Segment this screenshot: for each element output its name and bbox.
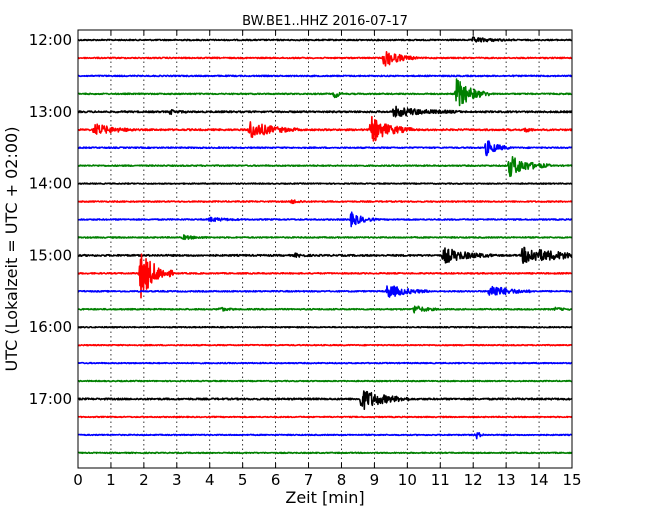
- x-tick-label: 1: [106, 471, 116, 489]
- y-axis: 12:00 13:00 14:00 15:00 16:00 17:00: [29, 31, 572, 408]
- seismic-trace: [77, 361, 573, 365]
- seismic-trace: [77, 211, 573, 228]
- seismic-trace: [77, 105, 573, 118]
- seismic-trace: [77, 451, 573, 455]
- seismic-trace: [77, 234, 573, 241]
- seismic-trace: [77, 432, 573, 440]
- x-tick-label: 9: [370, 471, 380, 489]
- x-tick-label: 14: [530, 471, 549, 489]
- x-axis-label: Zeit [min]: [285, 488, 364, 507]
- x-tick-label: 5: [238, 471, 248, 489]
- seismic-trace: [77, 50, 573, 67]
- x-axis: 0 1 2 3 4 5 6 7 8 9 10 11 12 13 14 15: [73, 30, 582, 489]
- seismic-trace: [77, 379, 573, 383]
- seismic-trace: [77, 74, 573, 78]
- y-tick-label: 13:00: [29, 103, 72, 121]
- chart-title: BW.BE1..HHZ 2016-07-17: [242, 14, 408, 29]
- x-tick-label: 3: [172, 471, 182, 489]
- x-tick-label: 2: [139, 471, 149, 489]
- seismic-trace: [77, 343, 573, 347]
- seismic-trace: [77, 285, 573, 298]
- y-tick-label: 16:00: [29, 318, 72, 336]
- seismic-trace: [77, 115, 573, 142]
- seismic-trace: [77, 140, 573, 157]
- grid: [110, 30, 540, 468]
- y-tick-label: 14:00: [29, 175, 72, 193]
- seismic-trace: [77, 415, 573, 419]
- x-tick-label: 13: [497, 471, 516, 489]
- x-tick-label: 0: [73, 471, 83, 489]
- seismic-trace: [77, 246, 573, 264]
- seismic-trace: [77, 36, 573, 43]
- x-tick-label: 4: [205, 471, 215, 489]
- x-tick-label: 6: [271, 471, 281, 489]
- x-tick-label: 8: [337, 471, 347, 489]
- seismic-trace: [77, 325, 573, 329]
- seismic-trace: [77, 305, 573, 314]
- y-tick-label: 17:00: [29, 390, 72, 408]
- seismic-traces: [77, 36, 573, 455]
- seismic-trace: [77, 390, 573, 410]
- plot-frame: [77, 29, 573, 469]
- y-tick-label: 15:00: [29, 246, 72, 264]
- x-tick-label: 10: [398, 471, 417, 489]
- x-tick-label: 11: [431, 471, 450, 489]
- seismic-trace: [77, 199, 573, 205]
- seismic-trace: [77, 156, 573, 178]
- seismic-trace: [77, 253, 573, 299]
- y-axis-label: UTC (Lokalzeit = UTC + 02:00): [2, 127, 21, 372]
- seismic-trace: [77, 182, 573, 185]
- y-tick-label: 12:00: [29, 31, 72, 49]
- x-tick-label: 12: [464, 471, 483, 489]
- x-tick-label: 15: [562, 471, 581, 489]
- seismic-trace: [77, 78, 573, 107]
- x-tick-label: 7: [304, 471, 314, 489]
